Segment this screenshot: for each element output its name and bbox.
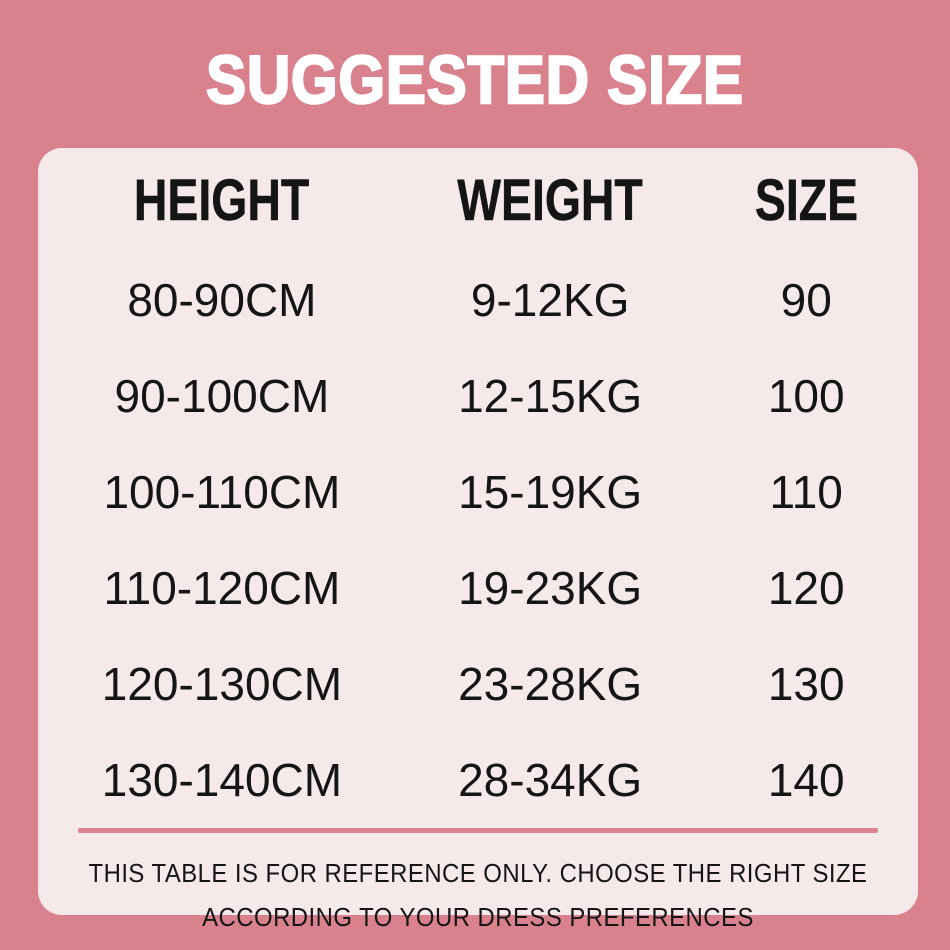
column-header-weight-label: WEIGHT [457, 167, 643, 233]
column-header-weight: WEIGHT [406, 167, 695, 234]
page-title: SUGGESTED SIZE [205, 41, 744, 120]
size-cell: 130 [767, 658, 845, 710]
height-cell: 120-130CM [101, 658, 343, 710]
size-cell: 100 [767, 370, 845, 422]
size-cell: 110 [769, 466, 843, 518]
footnote: THIS TABLE IS FOR REFERENCE ONLY. CHOOSE… [38, 851, 918, 939]
height-cell: 80-90CM [127, 274, 317, 326]
height-cell: 110-120CM [103, 562, 341, 614]
weight-cell: 9-12KG [470, 274, 630, 326]
height-cell: 90-100CM [114, 370, 330, 422]
weight-cell: 28-34KG [458, 754, 643, 806]
weight-cell: 15-19KG [458, 466, 643, 518]
height-cell: 100-110CM [103, 466, 341, 518]
size-table-panel: HEIGHT WEIGHT SIZE 80-90CM 9-12KG 90 90-… [38, 148, 918, 932]
size-cell: 120 [767, 562, 845, 614]
weight-cell: 19-23KG [458, 562, 643, 614]
footnote-line-1: THIS TABLE IS FOR REFERENCE ONLY. CHOOSE… [88, 858, 868, 888]
weight-cell: 23-28KG [458, 658, 643, 710]
size-cell: 140 [767, 754, 845, 806]
size-table: HEIGHT WEIGHT SIZE 80-90CM 9-12KG 90 90-… [38, 148, 918, 828]
column-header-height: HEIGHT [38, 167, 406, 234]
footnote-line-2: ACCORDING TO YOUR DRESS PREFERENCES [202, 902, 754, 932]
column-header-size: SIZE [694, 167, 918, 234]
column-header-height-label: HEIGHT [134, 167, 310, 233]
footnote-divider [78, 828, 878, 833]
column-header-size-label: SIZE [754, 167, 858, 233]
size-cell: 90 [780, 274, 832, 326]
height-cell: 130-140CM [101, 754, 343, 806]
weight-cell: 12-15KG [458, 370, 643, 422]
